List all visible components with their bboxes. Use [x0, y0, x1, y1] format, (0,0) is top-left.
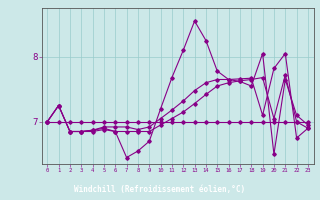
Text: Windchill (Refroidissement éolien,°C): Windchill (Refroidissement éolien,°C): [75, 185, 245, 194]
